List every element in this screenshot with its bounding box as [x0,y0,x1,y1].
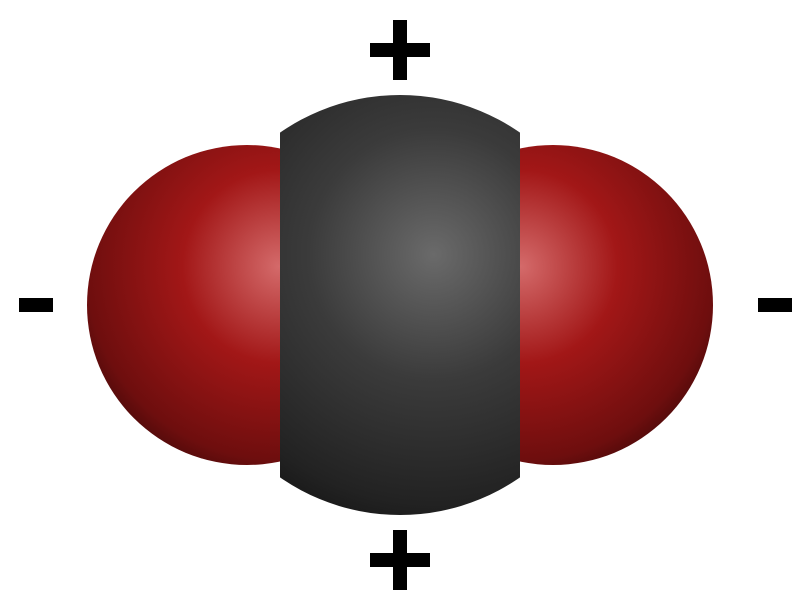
atom-carbon-clip [280,95,519,515]
plus-bar-v [393,20,407,80]
minus-icon [19,288,53,322]
diagram-stage [0,0,800,597]
minus-icon [758,288,792,322]
atom-carbon-center [280,95,519,515]
plus-icon [370,530,430,590]
minus-bar [19,298,53,312]
plus-bar-v [393,530,407,590]
plus-icon [370,20,430,80]
minus-bar [758,298,792,312]
